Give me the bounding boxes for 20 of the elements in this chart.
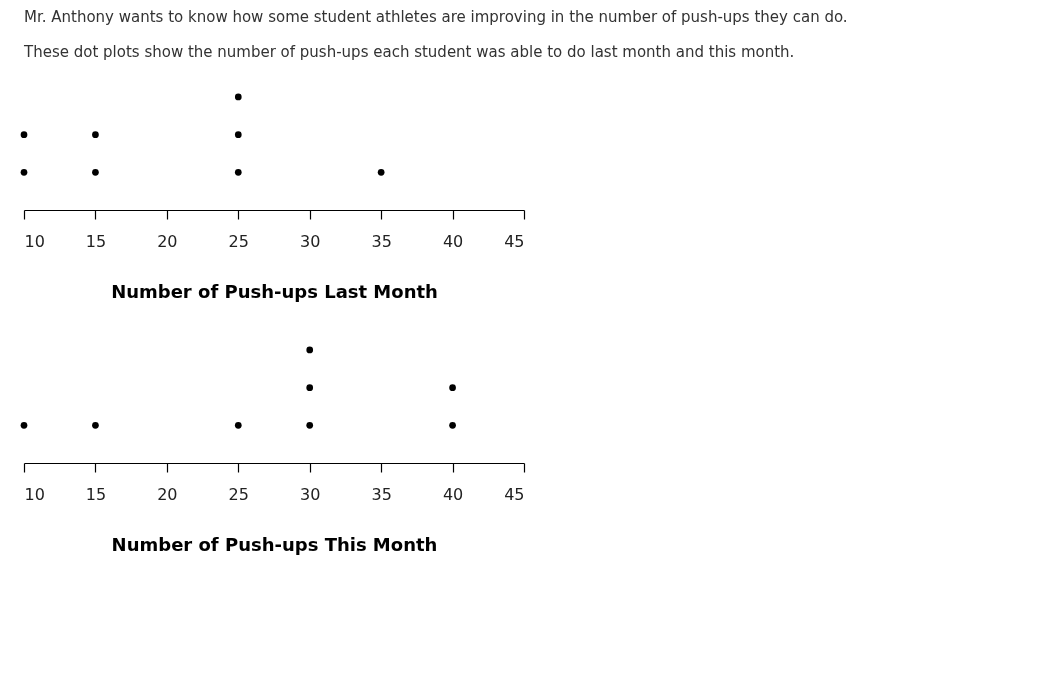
chart-subtitle: These dot plots show the number of push-ups each student was able to do last month and this month. [23, 43, 795, 61]
x-tick-label: 45 [504, 484, 525, 504]
x-tick-label: 15 [85, 484, 107, 504]
x-tick-label: 35 [371, 231, 392, 251]
x-tick-label: 10 [24, 231, 45, 251]
x-tick-label: 30 [300, 231, 321, 251]
x-tick-label: 35 [371, 484, 392, 504]
x-tick-label: 15 [85, 231, 107, 251]
x-tick-label: 40 [442, 231, 464, 251]
x-tick-label: 20 [157, 484, 178, 504]
x-tick-label: 45 [504, 231, 525, 251]
x-tick-label: 25 [228, 484, 249, 504]
x-tick-label: 40 [442, 484, 464, 504]
x-tick-label: 20 [157, 231, 178, 251]
x-tick-label: 25 [228, 231, 249, 251]
x-axis-title: Number of Push-ups This Month [111, 533, 438, 555]
chart-title: Mr. Anthony wants to know how some student athletes are improving in the number of push-ups they can do. [24, 8, 848, 26]
x-axis-title: Number of Push-ups Last Month [111, 280, 438, 302]
x-tick-label: 10 [24, 484, 45, 504]
x-tick-label: 30 [300, 484, 321, 504]
